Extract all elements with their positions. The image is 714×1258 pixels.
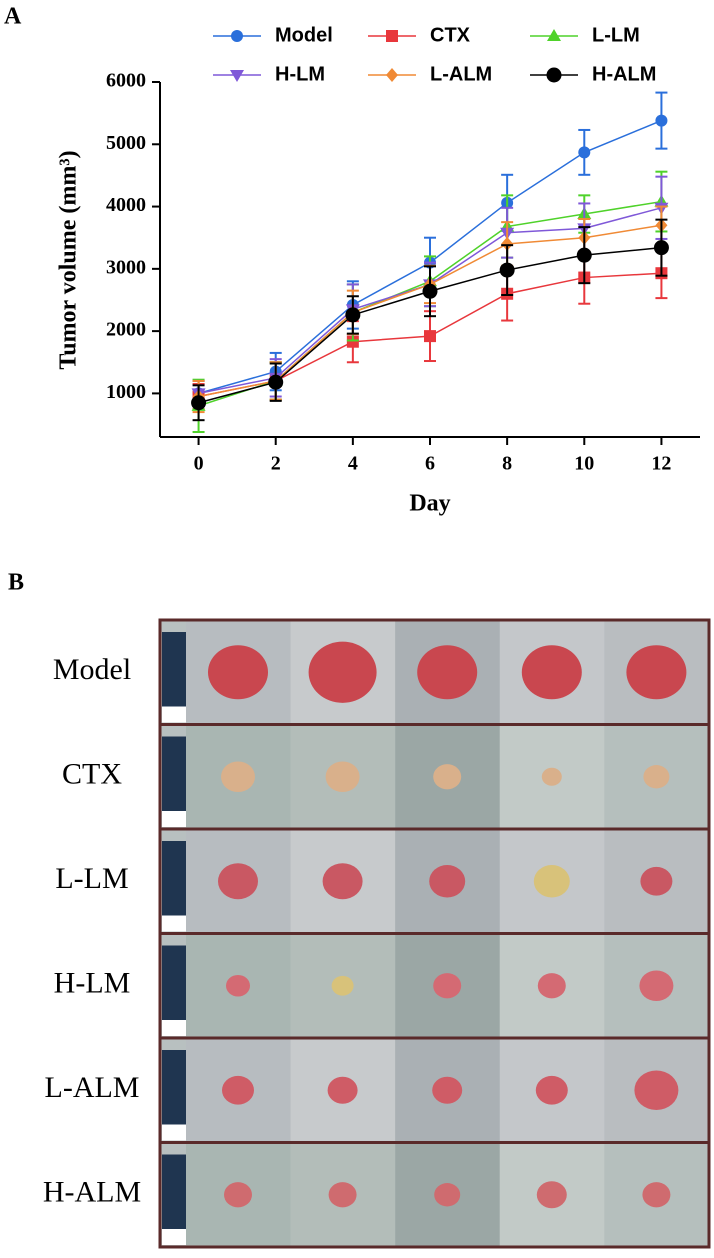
marker	[191, 395, 207, 411]
marker	[546, 67, 562, 83]
x-tick-label: 10	[574, 453, 594, 475]
marker	[653, 240, 669, 256]
row-label: Model	[53, 653, 131, 686]
row-label: L-LM	[55, 862, 128, 895]
legend-label: H-LM	[275, 63, 325, 85]
x-axis-label: Day	[409, 491, 450, 517]
marker	[346, 335, 359, 348]
photo-frame	[158, 618, 711, 1249]
photo-grid: Model CTX L-LM H-LM L-ALM H-ALM	[43, 618, 711, 1249]
marker	[576, 247, 592, 263]
ruler-strip	[162, 841, 186, 916]
tumor	[222, 1075, 254, 1105]
ruler-strip	[162, 1154, 186, 1229]
legend-label: H-ALM	[592, 63, 656, 85]
marker	[547, 29, 561, 41]
marker	[386, 68, 398, 82]
x-tick-label: 8	[502, 453, 512, 475]
marker	[499, 262, 515, 278]
legend-label: CTX	[430, 24, 471, 46]
tumor	[640, 866, 673, 896]
tumor	[322, 863, 363, 900]
x-tick-label: 6	[425, 453, 435, 475]
tumor	[626, 645, 687, 700]
tumor	[541, 767, 562, 786]
legend-label: L-ALM	[430, 63, 492, 85]
ruler-white	[162, 1020, 186, 1036]
row-label: CTX	[62, 758, 122, 791]
marker	[422, 283, 438, 299]
y-tick-label: 6000	[106, 70, 146, 92]
x-tick-label: 4	[348, 453, 358, 475]
row-label: L-ALM	[45, 1071, 140, 1104]
ruler-white	[162, 1124, 186, 1141]
marker	[268, 374, 284, 390]
x-tick-label: 0	[194, 453, 204, 475]
row-label: H-LM	[54, 967, 131, 1000]
y-tick-label: 3000	[106, 256, 146, 278]
ruler-strip	[162, 1050, 186, 1125]
tumor	[533, 865, 570, 898]
panel-label: B	[8, 570, 24, 596]
tumor	[224, 1182, 252, 1208]
tumor	[434, 1183, 461, 1207]
tumor	[639, 970, 674, 1002]
x-tick-label: 2	[271, 453, 281, 475]
tumor	[325, 761, 360, 793]
y-tick-label: 5000	[106, 132, 146, 154]
tumor	[642, 1182, 671, 1208]
y-tick-label: 2000	[106, 319, 146, 341]
tumor	[536, 1181, 567, 1209]
tumor	[221, 761, 255, 793]
tumor	[537, 973, 566, 999]
tumor	[226, 974, 250, 997]
row-label: H-ALM	[43, 1176, 141, 1209]
tumor	[328, 1182, 357, 1208]
ruler-white	[162, 915, 186, 932]
marker	[386, 30, 398, 42]
tumor	[331, 975, 354, 996]
tumor	[432, 1076, 463, 1104]
marker	[230, 70, 244, 82]
marker	[345, 307, 361, 323]
tumor	[327, 1076, 358, 1104]
legend-label: L-LM	[592, 24, 640, 46]
marker	[655, 114, 668, 127]
tumor	[433, 973, 462, 999]
tumor	[521, 645, 582, 700]
tumor	[208, 645, 268, 700]
y-tick-label: 1000	[106, 381, 146, 403]
ruler-strip	[162, 736, 186, 811]
x-tick-label: 12	[651, 453, 671, 475]
tumor	[535, 1075, 568, 1105]
marker	[501, 236, 514, 251]
tumor	[218, 863, 258, 900]
y-tick-label: 4000	[106, 194, 146, 216]
tumor	[429, 865, 466, 898]
ruler-white	[162, 811, 186, 827]
tumor	[433, 764, 462, 790]
marker	[578, 146, 591, 159]
ruler-strip	[162, 945, 186, 1020]
marker	[424, 330, 436, 343]
tumor	[308, 641, 377, 703]
ruler-strip	[162, 632, 186, 707]
ruler-white	[162, 1229, 186, 1245]
tumor	[634, 1070, 679, 1111]
panel-label: A	[4, 4, 22, 30]
marker	[231, 30, 243, 42]
tumor	[417, 645, 478, 700]
tumor	[643, 765, 670, 789]
legend-label: Model	[275, 24, 333, 46]
y-axis-label: Tumor volume (mm³)	[56, 150, 82, 369]
ruler-white	[162, 706, 186, 723]
